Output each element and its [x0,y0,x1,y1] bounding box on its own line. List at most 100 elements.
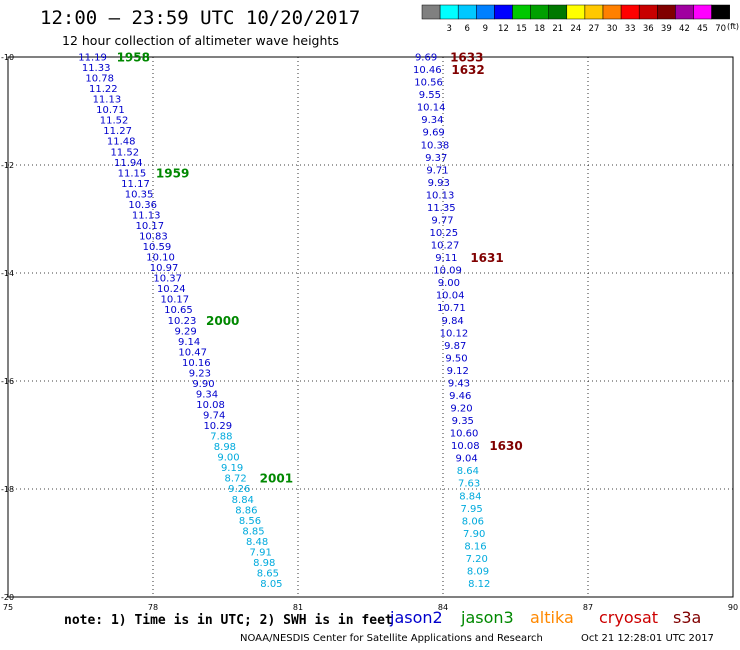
wave-height-label: 10.29 [203,421,232,432]
color-bin-label: 6 [465,24,470,34]
wave-height-label: 10.71 [96,105,125,116]
wave-height-label: 8.86 [235,505,257,516]
color-bin [457,4,477,20]
wave-height-label: 8.98 [214,442,236,453]
wave-height-label: 8.06 [462,516,484,527]
time-label: 1633 [450,51,483,65]
legend-s3a: s3a [673,608,702,627]
time-label: 1959 [156,166,189,180]
wave-height-label: 9.43 [448,378,470,389]
x-tick-label: 75 [3,603,13,612]
wave-height-label: 11.48 [107,137,136,148]
color-bin [530,4,549,20]
wave-height-label: 7.63 [458,479,480,490]
color-bin [439,4,459,20]
plot-border [7,56,734,598]
wave-height-label: 8.85 [242,526,264,537]
wave-height-label: 7.90 [463,529,485,540]
note-text: note: 1) Time is in UTC; 2) SWH is in fe… [64,613,393,628]
color-scale-unit: (ft) [727,22,740,31]
wave-height-label: 7.20 [466,554,488,565]
x-tick-label: 78 [148,603,158,612]
wave-height-label: 10.35 [125,189,154,200]
color-bin-label: 27 [589,24,600,34]
wave-height-label: 7.91 [250,547,272,558]
wave-height-label: 9.50 [445,353,467,364]
wave-height-label: 8.72 [225,474,247,485]
time-label: 1631 [470,251,503,265]
page-title: 12:00 – 23:59 UTC 10/20/2017 [40,7,361,29]
footer-timestamp: Oct 21 12:28:01 UTC 2017 [581,633,714,644]
color-bin-label: 3 [446,24,451,34]
wave-height-label: 10.46 [413,65,442,76]
wave-height-label: 9.93 [428,178,450,189]
wave-height-label: 11.33 [82,63,111,74]
wave-height-label: 10.27 [431,241,460,252]
color-bin [512,4,531,20]
legend-jason2: jason2 [390,608,443,627]
wave-height-label: 7.88 [210,432,232,443]
color-bin-label: 33 [625,24,636,34]
color-bin [693,4,712,20]
x-tick-label: 81 [293,603,303,612]
wave-height-label: 11.52 [100,116,129,127]
wave-height-label: 10.47 [178,347,207,358]
wave-height-label: 9.14 [178,337,200,348]
time-label: 1632 [451,63,484,77]
wave-height-label: 11.35 [427,203,456,214]
wave-height-label: 7.95 [461,504,483,515]
y-tick-label: -20 [1,593,14,602]
color-bin-label: 18 [534,24,545,34]
wave-height-label: 8.98 [253,558,275,569]
legend-jason3: jason3 [461,608,514,627]
color-bin-label: 36 [643,24,654,34]
wave-height-label: 9.87 [444,341,466,352]
color-bin [566,4,586,20]
wave-height-label: 8.84 [232,495,254,506]
wave-height-label: 9.84 [442,316,464,327]
wave-height-label: 9.12 [447,366,469,377]
wave-height-label: 9.19 [221,463,243,474]
x-tick-label: 90 [728,603,738,612]
time-label: 2000 [206,314,239,328]
wave-height-label: 10.17 [161,295,190,306]
wave-height-label: 10.23 [168,316,197,327]
wave-height-label: 9.34 [196,389,218,400]
wave-height-label: 10.09 [433,266,462,277]
color-bin-label: 24 [570,24,581,34]
wave-height-label: 10.17 [135,221,164,232]
wave-height-label: 9.46 [449,391,471,402]
wave-height-label: 10.78 [85,74,114,85]
color-bin-label: 70 [715,24,726,34]
x-tick-label: 84 [438,603,448,612]
wave-height-label: 9.69 [423,128,445,139]
color-scale-bar: 3 6 9 12 15 18 21 24 27 30 33 36 39 42 45 70 [421,4,730,34]
wave-height-label: 10.97 [150,263,179,274]
wave-height-label: 10.71 [437,303,466,314]
color-bin [711,4,730,20]
wave-height-label: 11.19 [78,53,107,64]
wave-height-label: 8.05 [260,579,282,590]
wave-height-label: 11.17 [121,179,150,190]
wave-height-label: 11.13 [93,95,122,106]
wave-height-label: 10.08 [196,400,225,411]
color-bin [494,4,513,20]
wave-height-label: 9.77 [431,215,453,226]
wave-height-label: 10.36 [128,200,157,211]
wave-height-label: 8.16 [464,541,486,552]
color-bin-label: 42 [679,24,690,34]
wave-height-label: 8.56 [239,516,261,527]
wave-height-label: 10.08 [451,441,480,452]
wave-height-label: 10.38 [421,140,450,151]
wave-height-label: 9.35 [452,416,474,427]
wave-height-label: 10.37 [153,274,182,285]
wave-height-label: 10.13 [426,190,455,201]
wave-height-label: 8.09 [467,566,489,577]
wave-height-label: 10.16 [182,358,211,369]
wave-height-label: 8.65 [257,568,279,579]
wave-height-label: 11.15 [118,168,147,179]
axis-ticks: 75 78 81 84 87 90 -10 -12 -14 -16 -18 -20 [1,53,738,612]
wave-height-label: 10.25 [429,228,458,239]
legend-altika: altika [530,608,574,627]
wave-height-label: 9.20 [450,404,472,415]
